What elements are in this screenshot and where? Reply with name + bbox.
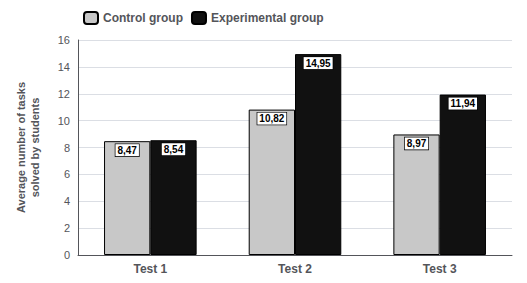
svg-text:8,47: 8,47: [117, 145, 137, 156]
svg-text:8: 8: [64, 142, 70, 154]
svg-text:Control group: Control group: [103, 11, 183, 25]
svg-text:14,95: 14,95: [306, 58, 331, 69]
svg-text:Average number of tasks: Average number of tasks: [15, 82, 27, 213]
svg-text:10,82: 10,82: [259, 113, 284, 124]
svg-text:4: 4: [64, 195, 70, 207]
svg-text:solved by students: solved by students: [29, 98, 41, 198]
svg-text:12: 12: [58, 88, 70, 100]
svg-text:Test 1: Test 1: [133, 262, 167, 276]
svg-text:Test 3: Test 3: [423, 262, 457, 276]
svg-text:11,94: 11,94: [451, 98, 476, 109]
svg-text:8,54: 8,54: [164, 144, 184, 155]
svg-text:14: 14: [58, 61, 70, 73]
svg-text:16: 16: [58, 34, 70, 46]
svg-text:10: 10: [58, 115, 70, 127]
svg-text:Test 2: Test 2: [278, 262, 312, 276]
svg-text:8,97: 8,97: [407, 138, 427, 149]
svg-text:2: 2: [64, 222, 70, 234]
svg-text:6: 6: [64, 168, 70, 180]
svg-text:0: 0: [64, 249, 70, 261]
svg-text:Experimental group: Experimental group: [211, 11, 324, 25]
